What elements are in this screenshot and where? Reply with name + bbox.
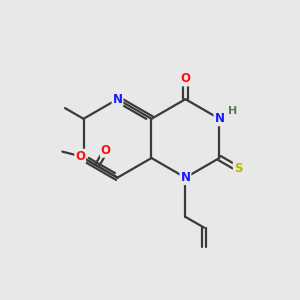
Text: O: O: [181, 73, 190, 85]
Text: N: N: [214, 112, 224, 125]
Text: H: H: [228, 106, 238, 116]
Text: N: N: [112, 93, 122, 106]
Text: O: O: [101, 144, 111, 157]
Text: O: O: [75, 150, 85, 163]
Text: S: S: [234, 162, 242, 175]
Text: N: N: [181, 171, 190, 184]
